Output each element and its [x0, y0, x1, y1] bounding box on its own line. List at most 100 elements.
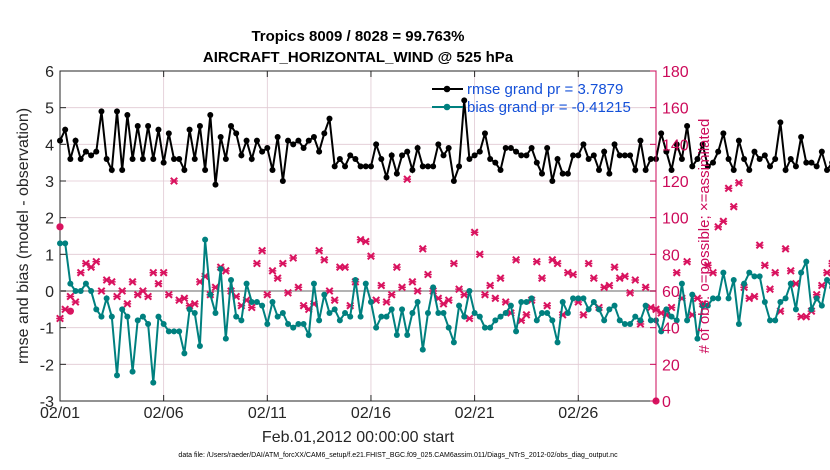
- obs-assimilated-point: [418, 244, 427, 253]
- bias-series-point: [564, 310, 571, 316]
- rmse-series-point: [585, 156, 592, 162]
- obs-assimilated-point: [164, 290, 173, 299]
- obs-assimilated-point: [159, 268, 168, 277]
- obs-assimilated-point: [273, 274, 282, 283]
- obs-assimilated-point: [703, 261, 712, 270]
- footnote-data-file: data file: /Users/raeder/DAI/ATM_forcXX/…: [178, 452, 618, 459]
- bias-series-point: [497, 313, 504, 320]
- rmse-series-point: [699, 141, 706, 148]
- bias-series-point: [404, 332, 411, 338]
- y-tick-label: 5: [45, 101, 54, 118]
- rmse-series-point: [259, 148, 266, 155]
- y-tick-label: -2: [40, 357, 54, 374]
- rmse-series-point: [678, 156, 685, 162]
- rmse-series-point: [238, 152, 245, 159]
- rmse-series-point: [741, 156, 748, 162]
- obs-assimilated-point: [771, 268, 780, 277]
- bias-series-point: [487, 324, 494, 331]
- obs-assimilated-point: [247, 303, 256, 312]
- rmse-series-point: [684, 123, 691, 129]
- bias-series-point: [741, 280, 748, 287]
- bias-series-point: [424, 310, 431, 316]
- rmse-series-point: [367, 163, 374, 170]
- rmse-series-point: [321, 130, 328, 137]
- bias-series-point: [310, 280, 317, 287]
- obs-assimilated-point: [278, 259, 287, 268]
- x-axis-label: Feb.01,2012 00:00:00 start: [262, 429, 455, 446]
- bias-series-point: [761, 299, 768, 305]
- bias-series-point: [450, 339, 457, 346]
- obs-assimilated-point: [491, 294, 500, 303]
- rmse-series-point: [502, 145, 509, 151]
- rmse-series-point: [627, 152, 634, 159]
- rmse-series-point: [233, 130, 240, 137]
- rmse-series-point: [176, 156, 183, 162]
- obs-assimilated-point: [66, 292, 75, 301]
- rmse-series-point: [342, 163, 349, 170]
- obs-assimilated-point: [284, 288, 292, 297]
- obs-assimilated-point: [377, 281, 386, 290]
- rmse-series-point: [119, 167, 126, 173]
- bias-series-point: [430, 284, 437, 291]
- obs-assimilated-point: [501, 298, 510, 306]
- bias-series-point: [730, 277, 737, 283]
- bias-series-point: [777, 299, 784, 305]
- bias-series-point: [378, 313, 385, 320]
- obs-assimilated-point: [315, 246, 324, 255]
- obs-assimilated-point: [760, 261, 769, 270]
- bias-series-point: [595, 306, 602, 313]
- rmse-series-point: [533, 159, 540, 166]
- obs-assimilated-point: [553, 259, 562, 268]
- rmse-series-point: [207, 112, 214, 118]
- bias-series-point: [98, 313, 105, 320]
- y-right-tick-label: 20: [662, 357, 680, 374]
- data-series: [56, 97, 830, 405]
- obs-assimilated-point: [87, 263, 96, 272]
- bias-series-point: [570, 295, 577, 302]
- rmse-series-point: [450, 178, 457, 184]
- bias-series-point: [554, 339, 561, 346]
- rmse-series-point: [544, 145, 551, 151]
- rmse-series-point: [88, 152, 95, 159]
- x-tick-label: 02/16: [351, 405, 391, 422]
- rmse-series-point: [77, 156, 84, 162]
- obs-assimilated-point: [802, 312, 811, 321]
- rmse-series-point: [362, 163, 369, 170]
- bias-series-point: [362, 280, 369, 287]
- bias-series-point: [248, 299, 255, 305]
- legend-rmse-label: rmse grand pr = 3.7879: [467, 81, 623, 98]
- rmse-series-point: [186, 126, 193, 133]
- obs-assimilated-point: [330, 296, 339, 305]
- rmse-series-point: [57, 137, 63, 144]
- rmse-series-point: [445, 145, 452, 151]
- obs-assimilated-point: [538, 274, 546, 283]
- obs-assimilated-point: [683, 257, 692, 266]
- obs-assimilated-point: [667, 303, 676, 312]
- rmse-series-point: [772, 156, 779, 162]
- bias-series-point: [243, 280, 250, 287]
- obs-assimilated-point: [719, 217, 728, 226]
- rmse-series-point: [383, 174, 390, 181]
- bias-series-point: [632, 313, 639, 320]
- bias-series-point: [647, 317, 654, 324]
- y-right-tick-label: 180: [662, 64, 689, 81]
- bias-series-point: [186, 306, 193, 313]
- rmse-series-point: [67, 156, 74, 162]
- rmse-series-point: [694, 156, 701, 162]
- bias-series-point: [155, 313, 162, 320]
- bias-series-point: [352, 277, 359, 283]
- obs-assimilated-point: [76, 268, 85, 277]
- rmse-series-point: [404, 148, 411, 155]
- y-tick-label: 2: [45, 211, 54, 228]
- rmse-series-point: [393, 170, 400, 177]
- bias-series-point: [699, 302, 706, 309]
- obs-assimilated-point: [496, 274, 505, 283]
- rmse-series-point: [279, 178, 286, 184]
- bias-series-point: [637, 317, 644, 324]
- bias-series-point: [471, 310, 478, 316]
- obs-assimilated-point: [107, 277, 116, 286]
- obs-assimilated-point: [475, 250, 484, 259]
- rmse-series-point: [601, 148, 608, 155]
- rmse-series-point: [564, 170, 571, 177]
- obs-assimilated-point: [190, 299, 199, 308]
